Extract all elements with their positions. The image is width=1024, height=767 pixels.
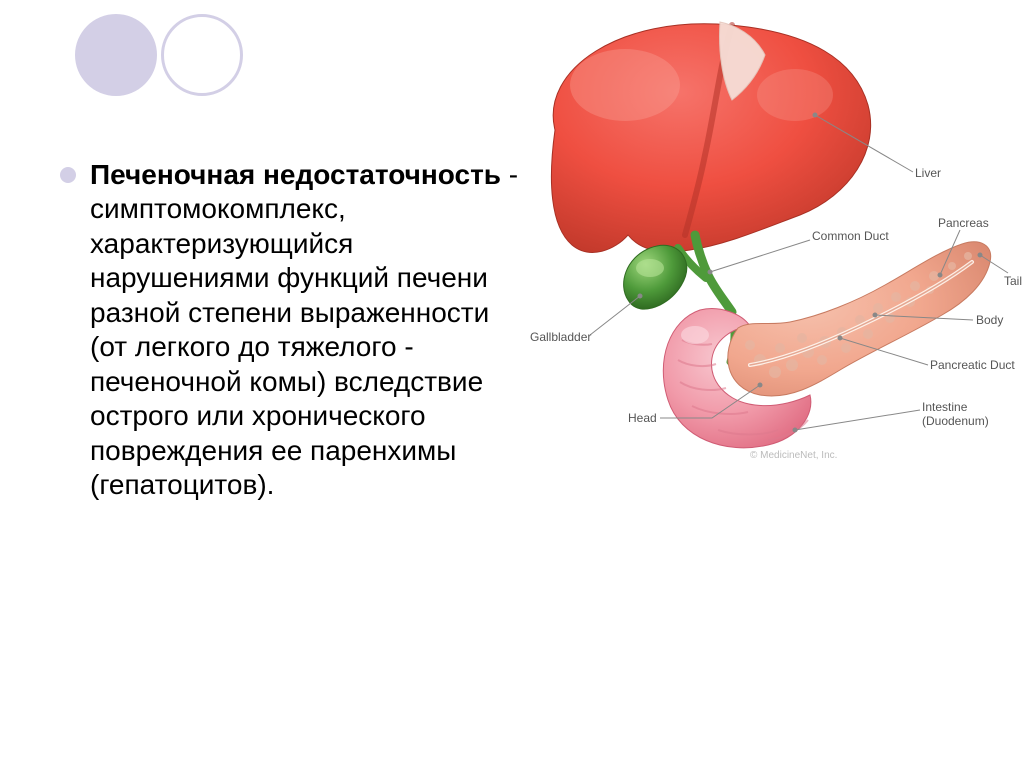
label-tail: Tail (1004, 274, 1022, 288)
gallbladder-shape (624, 245, 687, 309)
label-liver: Liver (915, 166, 941, 180)
label-duodenum: (Duodenum) (922, 414, 989, 428)
definition-block: Печеночная недостаточность - симптомоком… (60, 158, 530, 502)
label-gallbladder: Gallbladder (530, 330, 591, 344)
liver-shape (551, 22, 870, 252)
decor-circle-filled (75, 14, 157, 96)
label-pancreas: Pancreas (938, 216, 989, 230)
label-body: Body (976, 313, 1003, 327)
term-rest: - симптомокомплекс, характеризующийся на… (90, 159, 518, 500)
label-intestine: Intestine (922, 400, 967, 414)
decor-circle-outlined (161, 14, 243, 96)
label-pancreatic-duct: Pancreatic Duct (930, 358, 1015, 372)
definition-text: Печеночная недостаточность - симптомоком… (90, 158, 530, 502)
decor-circles (75, 14, 243, 96)
term-bold: Печеночная недостаточность (90, 159, 501, 190)
anatomy-figure: Liver Common Duct Gallbladder Pancreas T… (510, 0, 1024, 470)
label-common-duct: Common Duct (812, 229, 889, 243)
bullet-dot-icon (60, 167, 76, 183)
image-credit: © MedicineNet, Inc. (750, 450, 837, 461)
label-head: Head (628, 411, 657, 425)
